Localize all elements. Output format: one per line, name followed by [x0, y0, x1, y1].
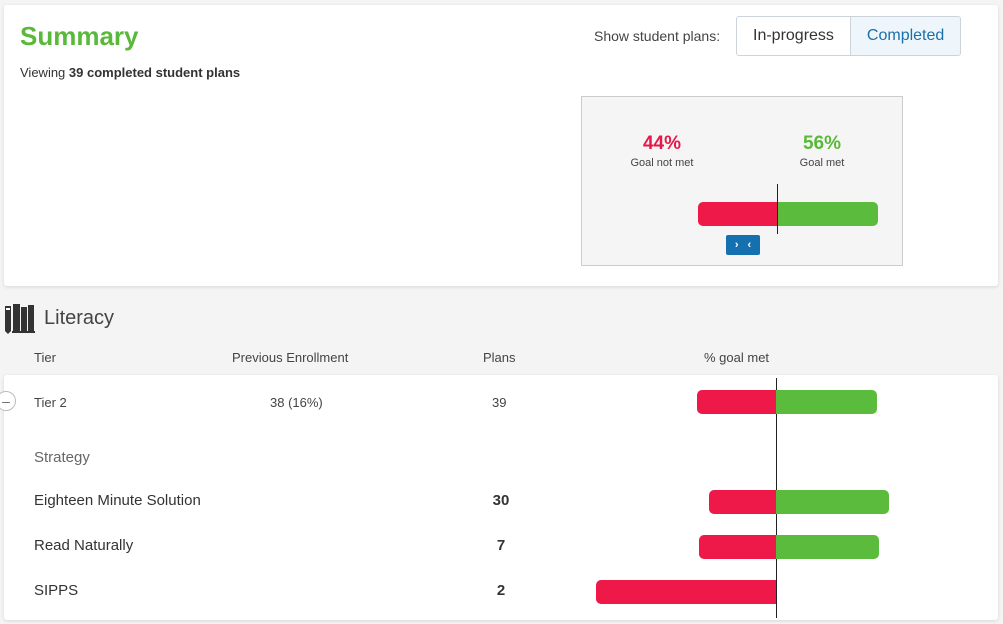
goal-met-label: Goal met — [799, 157, 845, 169]
strategy-0-not-met-bar — [709, 490, 776, 514]
strategy-plans: 2 — [496, 582, 506, 599]
summary-not-met-bar — [697, 202, 777, 226]
literacy-header: Literacy — [4, 302, 114, 334]
viewing-prefix: Viewing — [20, 65, 69, 80]
column-header-tier: Tier — [34, 350, 56, 365]
goal-not-met-label: Goal not met — [630, 157, 694, 169]
strategy-2-not-met-bar — [596, 580, 776, 604]
goal-not-met-percent: 44% — [642, 133, 682, 154]
goal-summary-panel: 44% Goal not met 56% Goal met › ‹ — [581, 96, 903, 266]
tier-met-bar — [776, 390, 877, 414]
strategy-name: SIPPS — [34, 582, 79, 599]
plan-status-toggle: In-progress Completed — [736, 16, 962, 56]
show-plans-label: Show student plans: — [594, 28, 721, 44]
viewing-count: 39 completed student plans — [68, 65, 241, 80]
strategy-0-met-bar — [776, 490, 890, 514]
strategy-name: Eighteen Minute Solution — [34, 492, 201, 509]
completed-button[interactable]: Completed — [849, 17, 961, 55]
tier-previous-enrollment: 38 (16%) — [270, 395, 323, 410]
column-header-plans: Plans — [483, 350, 516, 365]
books-icon — [5, 304, 35, 334]
strategy-plans: 7 — [496, 537, 506, 554]
tier-not-met-bar — [696, 390, 776, 414]
goal-met-stat: 56% Goal met — [762, 133, 882, 169]
goal-not-met-stat: 44% Goal not met — [602, 133, 722, 169]
minus-icon: – — [2, 393, 10, 409]
strategy-name: Read Naturally — [34, 537, 134, 554]
summary-card: Summary Viewing 39 completed student pla… — [4, 5, 998, 286]
viewing-text: Viewing 39 completed student plans — [20, 65, 240, 80]
column-header-previous-enrollment: Previous Enrollment — [232, 350, 349, 365]
collapse-toggle-button[interactable]: › ‹ — [726, 235, 760, 255]
page-title: Summary — [20, 21, 139, 51]
strategy-1-met-bar — [776, 535, 879, 559]
summary-axis-line — [777, 184, 778, 234]
strategy-1-not-met-bar — [698, 535, 776, 559]
tier-name: Tier 2 — [34, 395, 67, 410]
literacy-title: Literacy — [44, 306, 115, 329]
strategy-header: Strategy — [34, 449, 90, 466]
in-progress-button[interactable]: In-progress — [737, 17, 850, 55]
strategy-plans: 30 — [492, 492, 510, 509]
column-header-goal-met: % goal met — [704, 350, 770, 365]
collapse-tier-button[interactable]: – — [0, 391, 16, 411]
goal-met-percent: 56% — [802, 133, 842, 154]
summary-met-bar — [777, 202, 878, 226]
chevron-right-icon: › — [734, 239, 739, 251]
tier-plans: 39 — [492, 395, 507, 410]
literacy-detail-card: – Tier 2 38 (16%) 39 Strategy Eighteen M… — [0, 375, 998, 620]
chevron-left-icon: ‹ — [747, 239, 752, 251]
